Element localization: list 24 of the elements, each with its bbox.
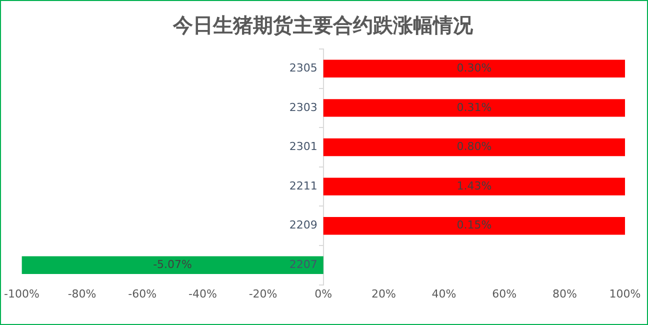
x-tick-label: 40%	[432, 287, 456, 300]
annotation: 0.15%	[456, 218, 492, 232]
x-tick-label: -80%	[68, 287, 96, 300]
x-tick-label: 0%	[314, 287, 332, 300]
x-tick-label: -20%	[248, 287, 278, 300]
annotation: 0.80%	[456, 140, 492, 154]
x-tick-label: 20%	[371, 287, 396, 300]
chart-title: 今日生猪期货主要合约跌涨幅情况	[172, 13, 474, 38]
y-tick-label: 2301	[289, 140, 318, 154]
annotation: -5.07%	[153, 258, 192, 272]
annotation: 0.31%	[456, 100, 492, 114]
x-tick-label: 100%	[609, 287, 641, 300]
annotation: 0.30%	[456, 62, 492, 75]
annotation: 1.43%	[456, 179, 492, 192]
x-tick-label: 80%	[552, 287, 577, 300]
x-tick-label: -100%	[4, 287, 40, 300]
x-tick-label: 60%	[492, 287, 517, 300]
y-tick-label: 2305	[289, 62, 318, 75]
x-tick-label: -40%	[188, 287, 217, 300]
y-tick-label: 2207	[289, 258, 318, 272]
y-tick-label: 2303	[289, 100, 318, 114]
y-tick-label: 2209	[289, 218, 318, 232]
y-tick-label: 2211	[289, 179, 318, 192]
x-tick-label: -60%	[128, 287, 157, 300]
